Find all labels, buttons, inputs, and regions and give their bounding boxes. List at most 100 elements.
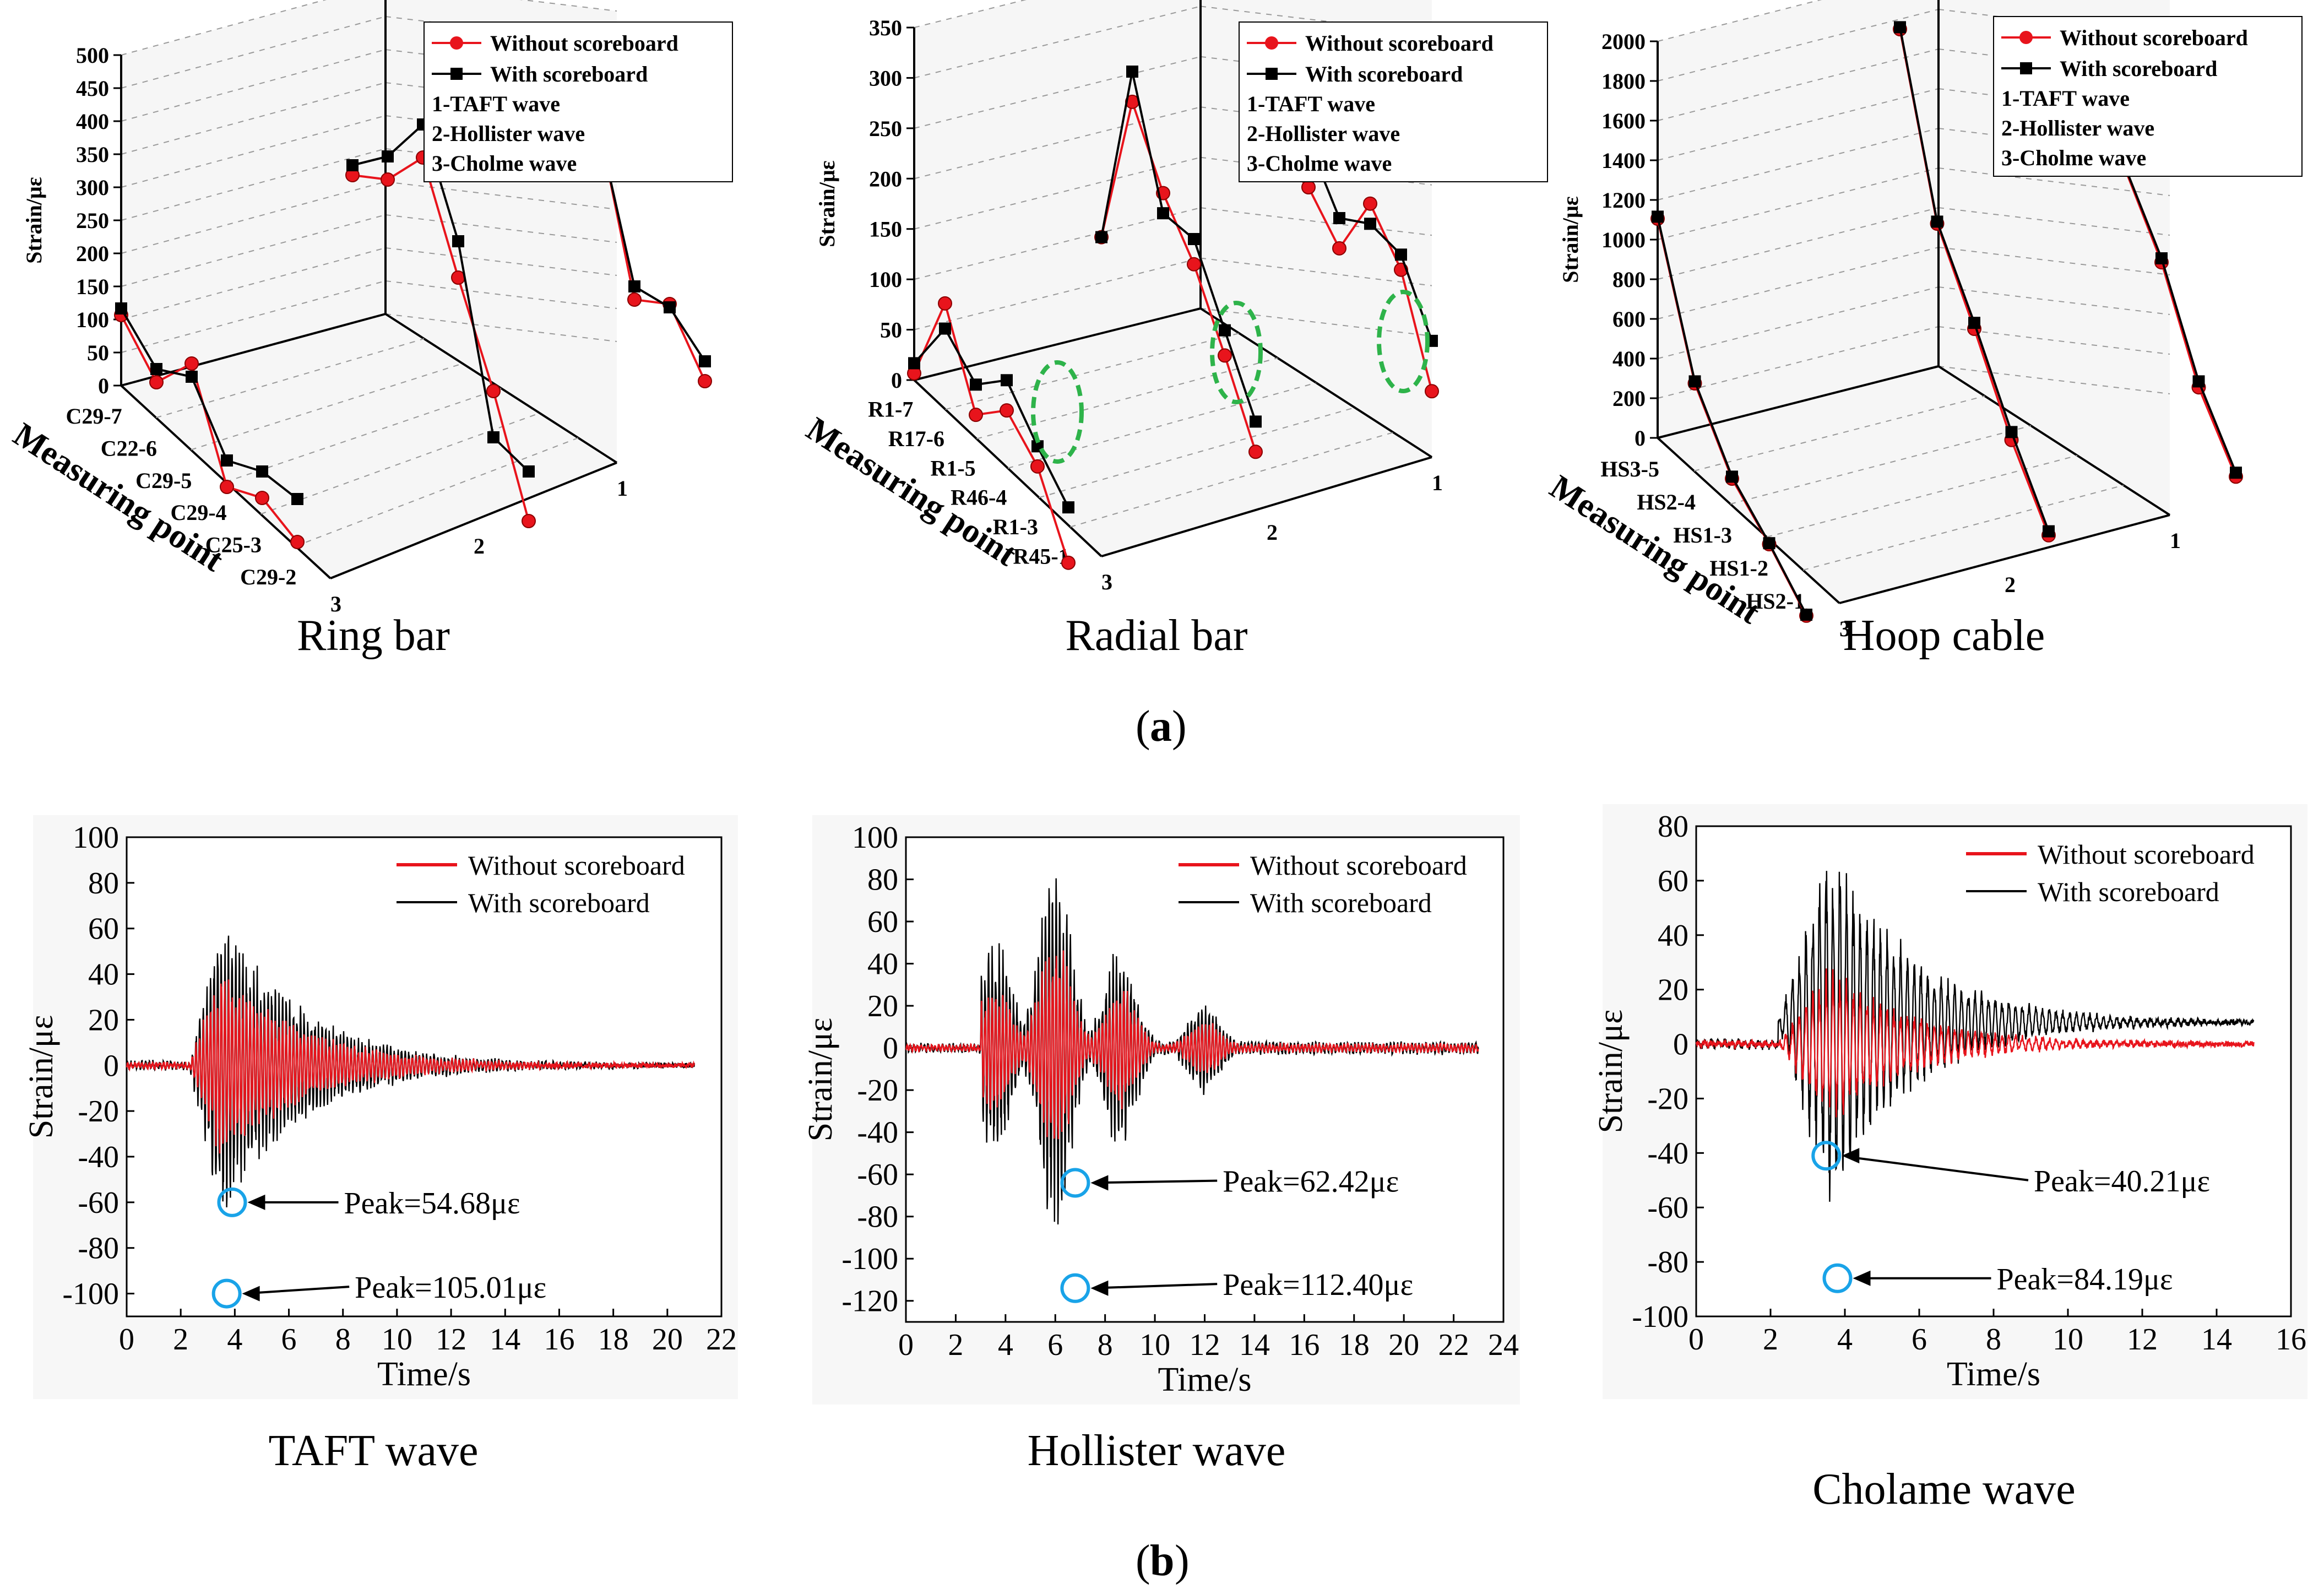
wave-axis-tick-label: 2 bbox=[474, 534, 485, 559]
y-tick-label: 100 bbox=[852, 821, 898, 855]
measuring-point-label: C29-4 bbox=[170, 500, 226, 525]
legend-wave-1: 1-TAFT wave bbox=[2001, 86, 2130, 111]
back-floor-edge bbox=[121, 313, 386, 387]
data-point-without bbox=[1187, 257, 1201, 272]
y-tick-label: -40 bbox=[857, 1116, 898, 1150]
back-wall-left bbox=[1658, 0, 1939, 438]
grid-line-back bbox=[1657, 9, 1939, 82]
data-point-without bbox=[1301, 180, 1316, 194]
peak-arrow-head bbox=[242, 1286, 260, 1302]
data-point-with bbox=[221, 454, 233, 467]
x-tick-label: 6 bbox=[281, 1322, 297, 1357]
data-point-with bbox=[2043, 525, 2055, 538]
x-tick-label: 6 bbox=[1047, 1328, 1063, 1362]
caption-ring-bar: Ring bar bbox=[297, 611, 450, 660]
grid-line-back bbox=[1657, 286, 1939, 359]
data-point-without bbox=[1248, 444, 1263, 459]
legend-label-with: With scoreboard bbox=[490, 62, 648, 86]
z-tick-label: 0 bbox=[98, 373, 109, 398]
x-axis-title: Time/s bbox=[377, 1356, 471, 1393]
y-tick-label: -20 bbox=[1647, 1082, 1688, 1116]
x-tick-label: 14 bbox=[490, 1322, 520, 1357]
legend-box bbox=[423, 21, 733, 182]
caption-cholame-wave: Cholame wave bbox=[1812, 1465, 2076, 1514]
x-tick-label: 24 bbox=[1488, 1328, 1519, 1362]
x-tick-label: 6 bbox=[1912, 1322, 1927, 1357]
z-tick-label: 350 bbox=[869, 15, 902, 40]
data-point-without bbox=[1061, 555, 1076, 570]
measuring-point-label: R45-1 bbox=[1013, 544, 1069, 568]
measuring-point-label: C22-6 bbox=[101, 436, 157, 461]
x-axis-title: Time/s bbox=[1158, 1361, 1251, 1398]
data-point-with bbox=[382, 150, 394, 162]
data-point-without bbox=[1030, 459, 1045, 474]
peak-arrow-head bbox=[1090, 1175, 1109, 1191]
data-point-without bbox=[938, 296, 952, 311]
y-tick-label: 0 bbox=[1673, 1028, 1688, 1062]
data-point-with bbox=[1688, 375, 1701, 388]
z-tick-label: 400 bbox=[1612, 346, 1646, 371]
data-point-with bbox=[970, 378, 982, 391]
peak-marker-circle bbox=[1811, 1141, 1842, 1171]
floor-grid-line bbox=[1730, 425, 2032, 505]
panel-label-a: ( a ) bbox=[1136, 702, 1187, 751]
back-wall-left bbox=[121, 0, 385, 386]
panel-label-b: ( b ) bbox=[1136, 1537, 1190, 1585]
x-tick-label: 20 bbox=[652, 1322, 683, 1357]
z-tick-label: 350 bbox=[76, 142, 109, 167]
y-tick-label: 20 bbox=[867, 989, 898, 1023]
signal-without-scoreboard bbox=[1695, 968, 2255, 1118]
y-tick-label: 60 bbox=[867, 905, 898, 939]
data-point-with bbox=[523, 465, 535, 478]
series-line-without-wave2 bbox=[1100, 97, 1257, 452]
y-tick-label: 20 bbox=[1658, 973, 1688, 1007]
x-tick-label: 10 bbox=[382, 1322, 412, 1357]
x-tick-label: 8 bbox=[1986, 1322, 2001, 1357]
data-point-with bbox=[346, 159, 359, 171]
hoop-cable-chart: 0 200 400 600 800 1000 1200 1400 1600 1800 2000 HS3… bbox=[1543, 0, 2303, 641]
caption-radial-bar: Radial bar bbox=[1066, 611, 1248, 660]
peak-arrow-line bbox=[1097, 1283, 1218, 1289]
measuring-point-label: HS2-4 bbox=[1637, 490, 1696, 514]
measuring-point-label: R1-7 bbox=[868, 397, 913, 422]
grid-line-back bbox=[121, 115, 386, 188]
panel-label-b-open: ( bbox=[1136, 1537, 1150, 1585]
series-line-without-wave3 bbox=[913, 300, 1069, 563]
data-point-with bbox=[1157, 207, 1169, 220]
data-point-with bbox=[1726, 470, 1738, 483]
legend-wave-1: 1-TAFT wave bbox=[432, 91, 560, 116]
z-tick-label: 250 bbox=[869, 116, 902, 141]
z-tick-label: 200 bbox=[1612, 386, 1646, 411]
data-point-without bbox=[627, 292, 642, 307]
wave-axis-tick-label: 3 bbox=[1101, 570, 1112, 594]
data-point-without bbox=[149, 375, 164, 389]
y-tick-label: 40 bbox=[867, 947, 898, 982]
floor-grid-line bbox=[1070, 432, 1394, 528]
x-tick-label: 22 bbox=[706, 1322, 737, 1357]
legend-wave-2: 2-Hollister wave bbox=[432, 121, 585, 146]
data-point-without bbox=[1218, 348, 1232, 363]
x-axis-title: Time/s bbox=[1947, 1356, 2040, 1393]
wave-axis-tick-label: 2 bbox=[1267, 520, 1278, 545]
x-tick-label: 2 bbox=[173, 1322, 188, 1357]
measuring-point-label: R1-5 bbox=[930, 456, 975, 480]
caption-hoop-cable: Hoop cable bbox=[1843, 611, 2045, 660]
grid-line-back bbox=[1657, 48, 1939, 121]
panel-label-a-letter: a bbox=[1150, 702, 1172, 751]
z-tick-label: 400 bbox=[76, 109, 109, 134]
legend-label-with: With scoreboard bbox=[468, 887, 650, 918]
peak-arrow-line bbox=[1848, 1156, 2029, 1181]
data-point-with bbox=[1333, 212, 1345, 224]
z-tick-label: 1000 bbox=[1601, 227, 1646, 252]
peak-arrow-head bbox=[1842, 1148, 1860, 1164]
grid-line-back bbox=[1657, 326, 1939, 399]
z-tick-label: 500 bbox=[76, 43, 109, 68]
peak-label: Peak=84.19με bbox=[1997, 1262, 2173, 1297]
legend-label-with: With scoreboard bbox=[1305, 62, 1463, 86]
x-tick-label: 18 bbox=[1339, 1328, 1370, 1362]
data-point-with bbox=[2230, 467, 2242, 479]
grid-line-back bbox=[121, 280, 386, 353]
data-point-with bbox=[1800, 609, 1812, 621]
peak-marker-circle bbox=[1060, 1168, 1090, 1198]
z-axis-title: Strain/με bbox=[1558, 196, 1583, 283]
